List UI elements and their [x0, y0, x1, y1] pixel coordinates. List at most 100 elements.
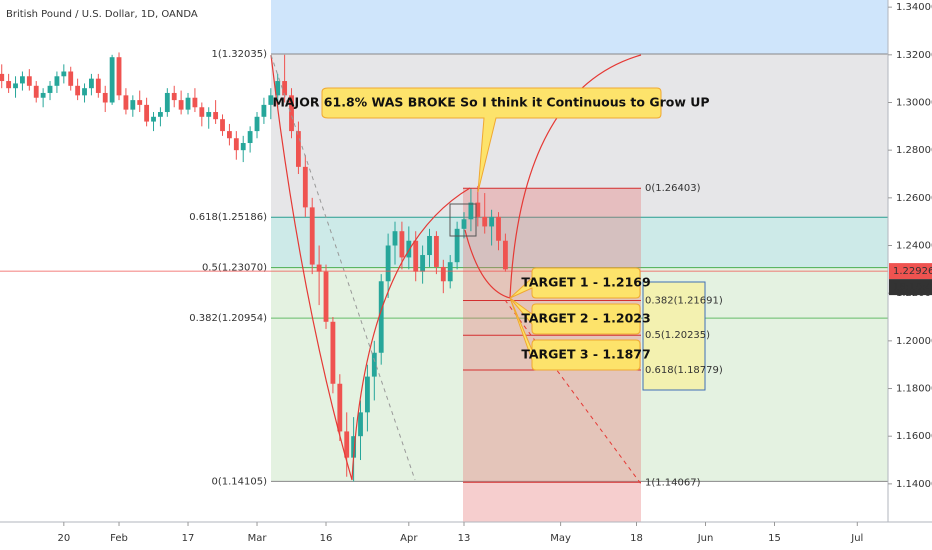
x-tick-label: Apr — [400, 533, 418, 544]
x-tick-label: Jul — [850, 533, 863, 544]
trend-line — [270, 54, 416, 481]
candle-body — [427, 235, 432, 256]
y-tick-label: 1.24000 — [896, 241, 932, 252]
candle-body — [0, 73, 5, 82]
chart-title: British Pound / U.S. Dollar, 1D, OANDA — [6, 9, 198, 20]
candle-body — [261, 104, 267, 117]
x-tick-label: 15 — [768, 533, 781, 544]
zones: 1(1.32035) 0.618(1.25186) 0.5(1.23070) 0.38… — [189, 0, 888, 522]
price-tag-text: 1.22926 — [893, 266, 932, 277]
trend-line — [504, 299, 642, 485]
candle-body — [420, 255, 426, 272]
fib-label: 0.382(1.21691) — [645, 296, 723, 307]
target-zone — [642, 281, 706, 391]
x-tick-label: 17 — [182, 533, 195, 544]
candle-body — [178, 100, 184, 110]
candle-body — [164, 92, 170, 113]
candle-body — [89, 78, 94, 89]
candle-body — [171, 92, 177, 101]
countdown-text: 18:10:40 — [893, 282, 932, 293]
candle-body — [233, 138, 239, 151]
candle-body — [296, 131, 301, 167]
candle-body — [6, 81, 12, 89]
candle-body — [206, 112, 212, 117]
candle-body — [213, 112, 219, 120]
candle-body — [75, 85, 81, 96]
candle-body — [275, 81, 281, 96]
y-tick-label: 1.14000 — [896, 479, 932, 490]
target-box — [509, 297, 641, 335]
y-tick-label: 1.28000 — [896, 145, 932, 156]
zone — [271, 0, 888, 54]
candle-body — [220, 119, 225, 132]
x-tick-label: 13 — [458, 533, 471, 544]
target-text: TARGET 1 - 1.2169 — [521, 275, 650, 290]
candle-body — [54, 76, 60, 86]
candle-body — [461, 219, 467, 229]
arc — [464, 54, 642, 299]
fib-label: 0.618(1.25186) — [189, 212, 267, 223]
candle-body — [151, 116, 156, 122]
target-box — [509, 267, 641, 299]
price-tag — [889, 263, 932, 280]
fib-label: 0.382(1.20954) — [189, 313, 267, 324]
candle-body — [475, 202, 481, 217]
candle-body — [68, 71, 74, 86]
candle-body — [344, 431, 350, 458]
candle-body — [47, 85, 53, 93]
candle-body — [440, 266, 446, 282]
y-tick-label: 1.26000 — [896, 193, 932, 204]
candle-body — [247, 131, 253, 144]
candle-body — [399, 231, 405, 258]
x-tick-label: 20 — [57, 533, 70, 544]
candle-body — [385, 245, 391, 282]
x-tick-label: Jun — [697, 533, 714, 544]
y-tick-label: 1.32000 — [896, 50, 932, 61]
x-tick-label: 16 — [320, 533, 333, 544]
candle-body — [199, 107, 205, 117]
candle-body — [392, 231, 398, 246]
candle-body — [454, 228, 460, 263]
target-text: TARGET 2 - 1.2023 — [521, 311, 650, 326]
candle-body — [20, 76, 25, 84]
fib-label: 1(1.14067) — [645, 477, 701, 488]
y-tick-label: 1.18000 — [896, 384, 932, 395]
callout-box — [321, 87, 662, 193]
candle-body — [378, 281, 384, 353]
x-tick-label: 18 — [630, 533, 643, 544]
candle-body — [468, 202, 474, 220]
candle-body — [40, 92, 46, 98]
candle-body — [323, 271, 329, 322]
candle-body — [309, 207, 315, 265]
candle-body — [268, 95, 274, 105]
candle-body — [137, 100, 143, 105]
target-text: TARGET 3 - 1.1877 — [521, 347, 650, 362]
drawings: MAJOR 61.8% WAS BROKE So I think it Cont… — [270, 54, 710, 485]
candle-body — [337, 383, 343, 432]
candle-body — [13, 83, 18, 89]
candle-body — [502, 240, 508, 270]
x-tick-label: May — [550, 533, 571, 544]
candle-body — [358, 412, 363, 437]
x-tick-label: Feb — [110, 533, 128, 544]
zone — [271, 217, 888, 268]
arc — [270, 54, 471, 481]
y-tick-label: 1.30000 — [896, 97, 932, 108]
y-tick-label: 1.16000 — [896, 431, 932, 442]
candle-body — [254, 116, 260, 132]
candle-body — [158, 112, 163, 117]
countdown-tag — [889, 279, 932, 296]
candle-body — [144, 104, 150, 122]
candle-body — [371, 352, 377, 377]
candle-body — [330, 321, 336, 384]
candle-body — [102, 92, 108, 103]
candle-body — [82, 88, 87, 96]
plot: 0(1.26403) 0.382(1.21691) 0.5(1.20235) 0.61… — [0, 52, 888, 488]
fib-label: 0(1.26403) — [645, 183, 701, 194]
candle-body — [351, 436, 357, 458]
fib-label: 0.618(1.18779) — [645, 365, 723, 376]
fib-label: 0(1.14105) — [211, 476, 267, 487]
candle-body — [116, 57, 122, 96]
